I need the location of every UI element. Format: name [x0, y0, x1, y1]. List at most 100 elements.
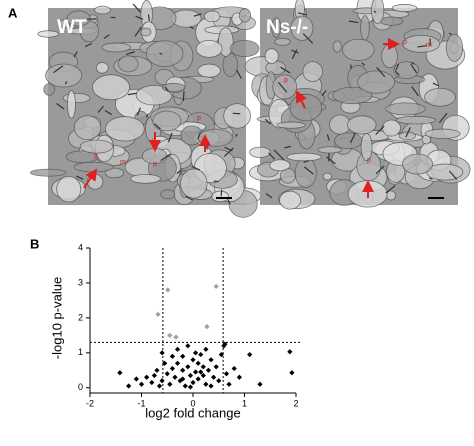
texture — [198, 129, 232, 146]
x-tick-label: -2 — [86, 398, 94, 408]
annotation: p — [153, 161, 157, 168]
texture — [342, 39, 374, 60]
point — [185, 343, 190, 348]
texture — [102, 43, 130, 52]
point — [144, 375, 149, 380]
y-tick-label: 4 — [78, 242, 83, 252]
texture — [131, 174, 161, 183]
texture — [198, 64, 221, 77]
texture — [118, 56, 138, 72]
texture — [239, 9, 250, 22]
point — [208, 357, 213, 362]
texture — [318, 147, 342, 153]
texture — [402, 154, 432, 174]
texture — [95, 6, 111, 14]
texture — [396, 116, 435, 124]
texture — [382, 45, 398, 68]
point — [173, 334, 178, 339]
texture — [425, 88, 456, 106]
point — [190, 380, 195, 385]
texture — [141, 28, 151, 36]
texture — [30, 169, 66, 176]
point — [203, 347, 208, 352]
texture — [74, 116, 100, 140]
point — [206, 368, 211, 373]
texture — [287, 153, 321, 161]
texture — [183, 91, 184, 101]
texture — [446, 34, 462, 61]
texture — [146, 41, 183, 67]
point — [201, 364, 206, 369]
point — [149, 380, 154, 385]
texture — [386, 191, 395, 200]
point — [170, 354, 175, 359]
point — [287, 349, 292, 354]
point — [188, 373, 193, 378]
point — [180, 368, 185, 373]
texture — [358, 71, 395, 93]
point — [126, 383, 131, 388]
texture — [80, 140, 113, 153]
point — [203, 382, 208, 387]
texture — [221, 190, 222, 197]
point — [289, 370, 294, 375]
texture — [303, 62, 323, 82]
point — [193, 369, 198, 374]
x-tick-label: 1 — [242, 398, 247, 408]
point — [134, 376, 139, 381]
texture — [386, 103, 426, 115]
point — [196, 376, 201, 381]
point — [204, 324, 209, 329]
panel-label: B — [30, 236, 39, 251]
x-tick-label: 2 — [293, 398, 298, 408]
point — [214, 364, 219, 369]
point — [167, 382, 172, 387]
point — [167, 333, 172, 338]
y-tick-label: 0 — [78, 382, 83, 392]
point — [154, 368, 159, 373]
texture — [204, 11, 219, 22]
point — [211, 375, 216, 380]
texture — [46, 64, 82, 87]
texture — [270, 160, 290, 171]
texture — [224, 104, 251, 129]
texture — [425, 129, 460, 138]
point — [165, 287, 170, 292]
texture — [295, 158, 316, 188]
texture — [196, 40, 222, 57]
point — [232, 366, 237, 371]
texture — [96, 62, 108, 73]
point — [160, 378, 165, 383]
texture — [351, 65, 352, 69]
texture — [380, 17, 403, 25]
texture — [230, 40, 259, 56]
texture — [250, 147, 271, 157]
annotation: m — [120, 159, 126, 166]
point — [208, 383, 213, 388]
texture — [87, 174, 103, 189]
texture — [277, 122, 305, 128]
texture — [323, 173, 331, 180]
texture — [105, 117, 144, 141]
point — [247, 352, 252, 357]
point — [183, 383, 188, 388]
point — [155, 312, 160, 317]
x-tick-label: -1 — [137, 398, 145, 408]
y-axis-label: -log10 p-value — [49, 277, 64, 359]
image-label: Ns-/- — [266, 17, 308, 38]
point — [172, 375, 177, 380]
point — [190, 357, 195, 362]
panel-label: A — [8, 5, 18, 20]
texture — [44, 84, 55, 96]
annotation: p — [367, 157, 371, 164]
point — [216, 378, 221, 383]
point — [226, 382, 231, 387]
point — [160, 350, 165, 355]
point — [180, 354, 185, 359]
texture — [382, 120, 400, 136]
point — [196, 361, 201, 366]
point — [165, 371, 170, 376]
texture — [212, 191, 229, 202]
annotation: p — [94, 153, 98, 160]
